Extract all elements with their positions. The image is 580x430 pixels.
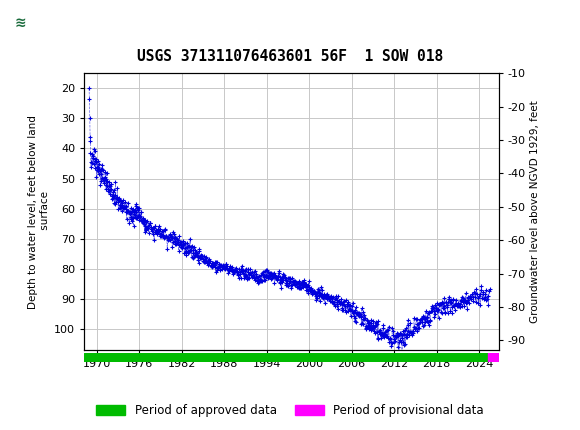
Text: USGS 371311076463601 56F  1 SOW 018: USGS 371311076463601 56F 1 SOW 018 <box>137 49 443 64</box>
Y-axis label: Groundwater level above NGVD 1929, feet: Groundwater level above NGVD 1929, feet <box>530 100 540 323</box>
Text: USGS: USGS <box>44 14 99 31</box>
FancyBboxPatch shape <box>5 3 37 42</box>
Legend: Period of approved data, Period of provisional data: Period of approved data, Period of provi… <box>91 399 489 422</box>
Text: ≋: ≋ <box>14 15 27 30</box>
Y-axis label: Depth to water level, feet below land
 surface: Depth to water level, feet below land su… <box>28 115 50 309</box>
Bar <box>488 353 499 362</box>
